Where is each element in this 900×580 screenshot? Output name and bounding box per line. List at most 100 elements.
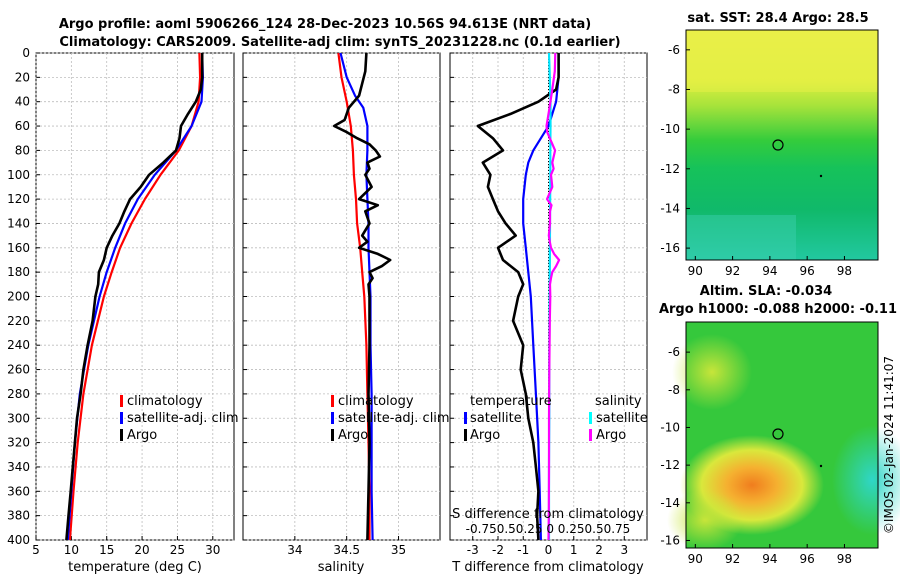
map-y-tick-label: -12: [660, 162, 680, 176]
sst-map-panel: sat. SST: 28.4 Argo: 28.5 90 92 94 96 98 -6 -8…: [660, 11, 879, 278]
map-x-tick-label: 96: [800, 264, 815, 278]
series-line-argo: [332, 53, 392, 540]
sla-yellow-patch: [672, 334, 752, 410]
legend-label-sal-satellite: satellite: [596, 411, 648, 426]
x-tick-label: 35: [391, 543, 406, 557]
legend-swatch-satellite: [331, 412, 334, 424]
legend-label-temp-satellite: satellite: [470, 411, 522, 426]
difference-panel: -3 -2 -1 0 1 2 3 T difference from climatology…: [449, 52, 648, 575]
map-x-tick-label: 98: [837, 264, 852, 278]
y-tick-label: 360: [7, 484, 30, 498]
difference-xlabel: T difference from climatology: [451, 560, 644, 575]
y-tick-label: 160: [7, 241, 30, 255]
island-dot-sla: [819, 464, 823, 468]
y-tick-label: 20: [15, 70, 30, 84]
difference-top-xlabel: S difference from climatology: [452, 507, 644, 522]
x-tick-label: 34.5: [333, 543, 360, 557]
y-tick-label: 60: [15, 119, 30, 133]
legend-swatch-argo: [331, 429, 334, 441]
y-tick-label: 80: [15, 143, 30, 157]
figure-title-line2: Climatology: CARS2009. Satellite-adj cli…: [59, 35, 620, 50]
argo-location-marker-sla: [772, 428, 784, 440]
map-x-tick-label: 94: [762, 264, 777, 278]
map-x-tick-label: 98: [837, 552, 852, 566]
legend-label-argo: Argo: [338, 428, 368, 443]
series-line-temperature-argo: [476, 53, 560, 540]
figure-title-line1: Argo profile: aoml 5906266_124 28-Dec-20…: [59, 17, 591, 32]
map-y-tick-label: -6: [668, 345, 680, 359]
sla-map-frame: [685, 321, 879, 549]
y-tick-label: 260: [7, 363, 30, 377]
legend-swatch-argo: [120, 429, 123, 441]
sst-map-frame: [685, 29, 879, 261]
y-tick-label: 100: [7, 168, 30, 182]
sst-map-title: sat. SST: 28.4 Argo: 28.5: [687, 11, 868, 26]
y-tick-label: 320: [7, 436, 30, 450]
x-tick-label: 2: [595, 543, 603, 557]
argo-location-marker: [772, 139, 784, 151]
x-tick-label: 34: [287, 543, 302, 557]
salinity-xlabel: salinity: [318, 560, 365, 575]
map-x-tick-label: 90: [688, 264, 703, 278]
x-tick-label: 25: [170, 543, 185, 557]
difference-legend: temperature salinity satellite Argo sate…: [464, 394, 648, 443]
legend-swatch-climatology: [331, 395, 334, 407]
legend-swatch-temp-argo: [464, 429, 467, 441]
series-line-argo: [65, 53, 204, 540]
legend-label-argo: Argo: [127, 428, 157, 443]
footer-timestamp: ©IMOS 02-Jan-2024 11:41:07: [882, 356, 896, 534]
legend-swatch-temp-satellite: [464, 412, 467, 424]
sla-low-anomaly: [832, 425, 900, 535]
map-y-tick-label: -14: [660, 496, 680, 510]
temperature-xlabel: temperature (deg C): [68, 560, 202, 575]
temperature-panel: 5 10 15 20 25 30 0 20 40 60 80 100 120 140 160 180 200 2…: [7, 46, 239, 575]
y-tick-label: 0: [22, 46, 30, 60]
series-line-climatology: [68, 53, 202, 540]
y-tick-label: 180: [7, 265, 30, 279]
x-tick-label: 5: [32, 543, 40, 557]
series-line-salinity-argo: [545, 53, 561, 540]
y-tick-label: 400: [7, 533, 30, 547]
map-y-tick-label: -10: [660, 122, 680, 136]
sla-map-panel: Altim. SLA: -0.034 Argo h1000: -0.088 h2…: [659, 284, 900, 566]
x-tick-label: 1: [570, 543, 578, 557]
x-tick-label: -2: [492, 543, 504, 557]
map-y-tick-label: -6: [668, 43, 680, 57]
island-dot: [819, 174, 823, 178]
x-tick-label: 3: [620, 543, 628, 557]
map-x-tick-label: 96: [800, 552, 815, 566]
map-x-tick-label: 90: [688, 552, 703, 566]
legend-label-satellite: satellite-adj. clim: [127, 411, 239, 426]
sst-cool-patch: [686, 215, 796, 260]
x-tick-label: 0: [545, 543, 553, 557]
x-tick-label: -1: [517, 543, 529, 557]
y-tick-label: 220: [7, 314, 30, 328]
difference-top-ticks: -0.750.50.25 0 0.250.50.75: [466, 522, 631, 536]
legend-label-temp-argo: Argo: [470, 428, 500, 443]
y-tick-label: 200: [7, 290, 30, 304]
legend-swatch-sal-satellite: [589, 412, 592, 424]
y-tick-label: 280: [7, 387, 30, 401]
legend-swatch-sal-argo: [589, 429, 592, 441]
legend-title-temperature: temperature: [470, 394, 552, 409]
map-y-tick-label: -8: [668, 82, 680, 96]
map-x-tick-label: 94: [762, 552, 777, 566]
legend-swatch-satellite: [120, 412, 123, 424]
legend-label-climatology: climatology: [127, 394, 203, 409]
x-tick-label: 15: [99, 543, 114, 557]
y-tick-label: 140: [7, 216, 30, 230]
legend-swatch-climatology: [120, 395, 123, 407]
map-y-tick-label: -10: [660, 420, 680, 434]
temperature-legend: climatology satellite-adj. clim Argo: [120, 394, 239, 443]
map-y-tick-label: -16: [660, 241, 680, 255]
sla-map-title-line1: Altim. SLA: -0.034: [700, 284, 832, 299]
map-y-tick-label: -8: [668, 383, 680, 397]
map-y-tick-label: -14: [660, 201, 680, 215]
x-tick-label: 30: [205, 543, 220, 557]
legend-label-climatology: climatology: [338, 394, 414, 409]
legend-label-sal-argo: Argo: [596, 428, 626, 443]
map-x-tick-label: 92: [725, 552, 740, 566]
sst-warm-band: [686, 30, 878, 92]
sla-map-title-line2: Argo h1000: -0.088 h2000: -0.11: [659, 302, 897, 317]
